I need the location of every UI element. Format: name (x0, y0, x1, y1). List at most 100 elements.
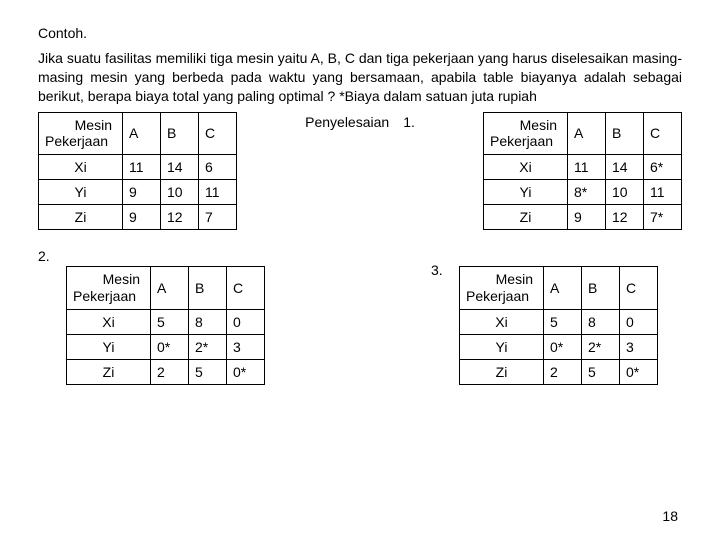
cell: 2 (544, 359, 582, 384)
page-container: Contoh. Jika suatu fasilitas memiliki ti… (0, 0, 720, 385)
col-B: B (582, 267, 620, 310)
cell: 10 (161, 180, 199, 205)
cell: 0 (620, 309, 658, 334)
row-tables-1: Mesin Pekerjaan A B C Xi 11 14 6 Yi 9 10… (38, 112, 682, 231)
header-mesin: Mesin (490, 117, 561, 134)
header-mesin: Mesin (466, 271, 537, 288)
table-row: Xi 5 8 0 (460, 309, 658, 334)
header-pekerjaan: Pekerjaan (466, 288, 537, 305)
cell: 9 (568, 205, 606, 230)
cell: 5 (582, 359, 620, 384)
cost-table-step2: Mesin Pekerjaan A B C Xi 5 8 0 Yi 0* (66, 266, 265, 385)
cell: 10 (606, 180, 644, 205)
row-tables-2: 2. Mesin Pekerjaan A B C Xi 5 (38, 248, 682, 385)
cell: 8 (189, 309, 227, 334)
row-label: Xi (484, 155, 568, 180)
table-row: Zi 2 5 0* (460, 359, 658, 384)
row-label: Xi (460, 309, 544, 334)
table-row: Zi 9 12 7* (484, 205, 682, 230)
row-label: Zi (460, 359, 544, 384)
cell: 7 (199, 205, 237, 230)
page-number: 18 (662, 508, 678, 524)
cell: 0* (227, 359, 265, 384)
cell: 0* (544, 334, 582, 359)
row-label: Yi (484, 180, 568, 205)
cell: 12 (161, 205, 199, 230)
col-B: B (189, 267, 227, 310)
header-mesin: Mesin (73, 271, 144, 288)
row-label: Yi (67, 334, 151, 359)
table2-wrap: Mesin Pekerjaan A B C Xi 5 8 0 Yi 0* (66, 248, 265, 385)
problem-paragraph: Jika suatu fasilitas memiliki tiga mesin… (38, 49, 682, 106)
col-A: A (544, 267, 582, 310)
row-label: Yi (460, 334, 544, 359)
cell: 8 (582, 309, 620, 334)
col-B: B (606, 112, 644, 155)
cell: 12 (606, 205, 644, 230)
cell: 6 (199, 155, 237, 180)
col-C: C (199, 112, 237, 155)
table-corner: Mesin Pekerjaan (460, 267, 544, 310)
table-row: Xi 11 14 6 (39, 155, 237, 180)
col-A: A (151, 267, 189, 310)
cell: 5 (189, 359, 227, 384)
cell: 2* (189, 334, 227, 359)
cell: 3 (620, 334, 658, 359)
table-row: Zi 2 5 0* (67, 359, 265, 384)
table-corner: Mesin Pekerjaan (484, 112, 568, 155)
header-pekerjaan: Pekerjaan (45, 133, 116, 150)
cell: 11 (199, 180, 237, 205)
cell: 9 (123, 180, 161, 205)
col-C: C (620, 267, 658, 310)
cell: 2 (151, 359, 189, 384)
cell: 11 (123, 155, 161, 180)
cell: 14 (161, 155, 199, 180)
col-C: C (227, 267, 265, 310)
cell: 2* (582, 334, 620, 359)
table-row: Yi 0* 2* 3 (460, 334, 658, 359)
table3-wrap: Mesin Pekerjaan A B C Xi 5 8 0 Yi 0* (459, 248, 658, 385)
cell: 8* (568, 180, 606, 205)
cell: 11 (644, 180, 682, 205)
step-1-label: 1. (403, 114, 415, 130)
cell: 14 (606, 155, 644, 180)
table-corner: Mesin Pekerjaan (39, 112, 123, 155)
header-pekerjaan: Pekerjaan (490, 133, 561, 150)
step-3-label: 3. (431, 248, 459, 278)
row-label: Xi (39, 155, 123, 180)
table-row: Zi 9 12 7 (39, 205, 237, 230)
cell: 5 (151, 309, 189, 334)
table-row: Xi 11 14 6* (484, 155, 682, 180)
cell: 0 (227, 309, 265, 334)
col-A: A (568, 112, 606, 155)
table-row: Xi 5 8 0 (67, 309, 265, 334)
table-row: Yi 0* 2* 3 (67, 334, 265, 359)
header-mesin: Mesin (45, 117, 116, 134)
header-pekerjaan: Pekerjaan (73, 288, 144, 305)
table-row: Yi 9 10 11 (39, 180, 237, 205)
cost-table-original: Mesin Pekerjaan A B C Xi 11 14 6 Yi 9 10… (38, 112, 237, 231)
cell: 0* (151, 334, 189, 359)
row-label: Zi (484, 205, 568, 230)
table-corner: Mesin Pekerjaan (67, 267, 151, 310)
row-label: Zi (39, 205, 123, 230)
col-B: B (161, 112, 199, 155)
cell: 5 (544, 309, 582, 334)
cell: 11 (568, 155, 606, 180)
col-C: C (644, 112, 682, 155)
cost-table-step1: Mesin Pekerjaan A B C Xi 11 14 6* Yi 8* … (483, 112, 682, 231)
col-A: A (123, 112, 161, 155)
cell: 3 (227, 334, 265, 359)
row-label: Yi (39, 180, 123, 205)
penyelesaian-label: Penyelesaian (305, 114, 389, 130)
example-title: Contoh. (38, 24, 682, 43)
step-2-label: 2. (38, 248, 66, 264)
row-label: Xi (67, 309, 151, 334)
cell: 6* (644, 155, 682, 180)
cell: 9 (123, 205, 161, 230)
middle-label-group: Penyelesaian 1. (237, 112, 483, 130)
cost-table-step3: Mesin Pekerjaan A B C Xi 5 8 0 Yi 0* (459, 266, 658, 385)
cell: 7* (644, 205, 682, 230)
row-label: Zi (67, 359, 151, 384)
cell: 0* (620, 359, 658, 384)
